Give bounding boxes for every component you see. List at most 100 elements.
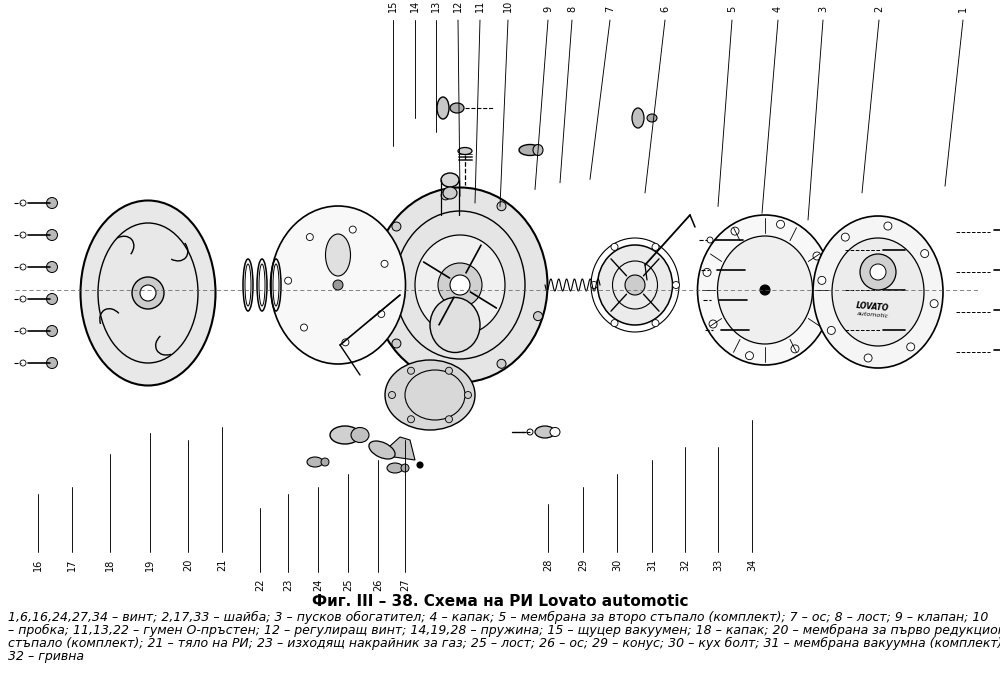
Ellipse shape — [437, 97, 449, 119]
Circle shape — [20, 328, 26, 334]
Circle shape — [902, 245, 912, 255]
Text: 14: 14 — [410, 0, 420, 12]
Text: 27: 27 — [400, 579, 410, 591]
Text: 13: 13 — [431, 0, 441, 12]
Ellipse shape — [441, 173, 459, 187]
Circle shape — [827, 326, 835, 334]
Circle shape — [611, 320, 618, 326]
Circle shape — [611, 244, 618, 250]
Ellipse shape — [718, 236, 812, 344]
Circle shape — [450, 275, 470, 295]
Ellipse shape — [533, 144, 543, 156]
Circle shape — [438, 263, 482, 307]
Circle shape — [703, 268, 711, 276]
Circle shape — [884, 222, 892, 230]
Text: 22: 22 — [255, 579, 265, 591]
Circle shape — [46, 357, 58, 368]
Circle shape — [20, 232, 26, 238]
Text: 16: 16 — [33, 559, 43, 571]
Circle shape — [731, 227, 739, 235]
Circle shape — [132, 277, 164, 309]
Circle shape — [707, 237, 713, 243]
Ellipse shape — [813, 216, 943, 368]
Text: 9: 9 — [543, 6, 553, 12]
Circle shape — [870, 264, 886, 280]
Ellipse shape — [326, 234, 351, 276]
Circle shape — [285, 277, 292, 284]
Circle shape — [20, 360, 26, 366]
Text: 32 – гривна: 32 – гривна — [8, 650, 84, 663]
Circle shape — [652, 244, 659, 250]
Circle shape — [388, 391, 396, 399]
Circle shape — [791, 345, 799, 353]
Ellipse shape — [351, 427, 369, 443]
Text: – пробка; 11,13,22 – гумен О-пръстен; 12 – регулиращ винт; 14,19,28 – пружина; 1: – пробка; 11,13,22 – гумен О-пръстен; 12… — [8, 624, 1000, 637]
Ellipse shape — [450, 103, 464, 113]
Circle shape — [140, 285, 156, 301]
Circle shape — [777, 220, 785, 228]
Ellipse shape — [519, 144, 541, 156]
Text: LOVATO: LOVATO — [856, 301, 890, 313]
Ellipse shape — [372, 188, 548, 383]
Ellipse shape — [698, 215, 832, 365]
Circle shape — [672, 282, 680, 288]
Circle shape — [711, 297, 717, 303]
Text: 4: 4 — [773, 6, 783, 12]
Ellipse shape — [321, 458, 329, 466]
Circle shape — [441, 191, 450, 200]
Ellipse shape — [550, 427, 560, 437]
Circle shape — [740, 235, 750, 245]
Ellipse shape — [415, 235, 505, 335]
Ellipse shape — [330, 426, 360, 444]
Circle shape — [46, 326, 58, 336]
Text: 21: 21 — [217, 559, 227, 571]
Text: 17: 17 — [67, 559, 77, 571]
Circle shape — [446, 416, 452, 422]
Circle shape — [709, 320, 717, 328]
Circle shape — [342, 339, 349, 346]
Ellipse shape — [369, 441, 395, 459]
Text: 24: 24 — [313, 579, 323, 591]
Circle shape — [349, 226, 356, 233]
Circle shape — [20, 200, 26, 206]
Ellipse shape — [458, 148, 472, 154]
Circle shape — [819, 303, 827, 311]
Text: 11: 11 — [475, 0, 485, 12]
Ellipse shape — [430, 297, 480, 353]
Circle shape — [742, 265, 752, 275]
Circle shape — [745, 351, 753, 359]
Polygon shape — [380, 437, 415, 460]
Ellipse shape — [598, 245, 672, 325]
Text: 32: 32 — [680, 559, 690, 571]
Circle shape — [902, 285, 912, 295]
Circle shape — [392, 339, 401, 348]
Circle shape — [860, 254, 896, 290]
Text: automotic: automotic — [857, 311, 889, 319]
Ellipse shape — [387, 463, 403, 473]
Circle shape — [746, 325, 756, 335]
Circle shape — [446, 367, 452, 374]
Circle shape — [46, 198, 58, 209]
Text: 34: 34 — [747, 559, 757, 571]
Circle shape — [652, 320, 659, 326]
Text: 20: 20 — [183, 559, 193, 571]
Circle shape — [902, 325, 912, 335]
Circle shape — [372, 280, 382, 290]
Circle shape — [907, 343, 915, 351]
Ellipse shape — [270, 206, 406, 364]
Circle shape — [713, 327, 719, 333]
Text: 23: 23 — [283, 579, 293, 591]
Text: Фиг. III – 38. Схема на РИ Lovato automotic: Фиг. III – 38. Схема на РИ Lovato automo… — [312, 594, 688, 609]
Circle shape — [813, 252, 821, 260]
Circle shape — [408, 416, 415, 422]
Circle shape — [921, 250, 929, 257]
Circle shape — [46, 261, 58, 273]
Circle shape — [930, 300, 938, 307]
Ellipse shape — [401, 464, 409, 472]
Text: стъпало (комплект); 21 – тяло на РИ; 23 – изходящ накрайник за газ; 25 – лост; 2: стъпало (комплект); 21 – тяло на РИ; 23 … — [8, 637, 1000, 650]
Circle shape — [864, 354, 872, 362]
Text: 15: 15 — [388, 0, 398, 12]
Text: 18: 18 — [105, 559, 115, 571]
Circle shape — [464, 391, 472, 399]
Circle shape — [841, 233, 849, 241]
